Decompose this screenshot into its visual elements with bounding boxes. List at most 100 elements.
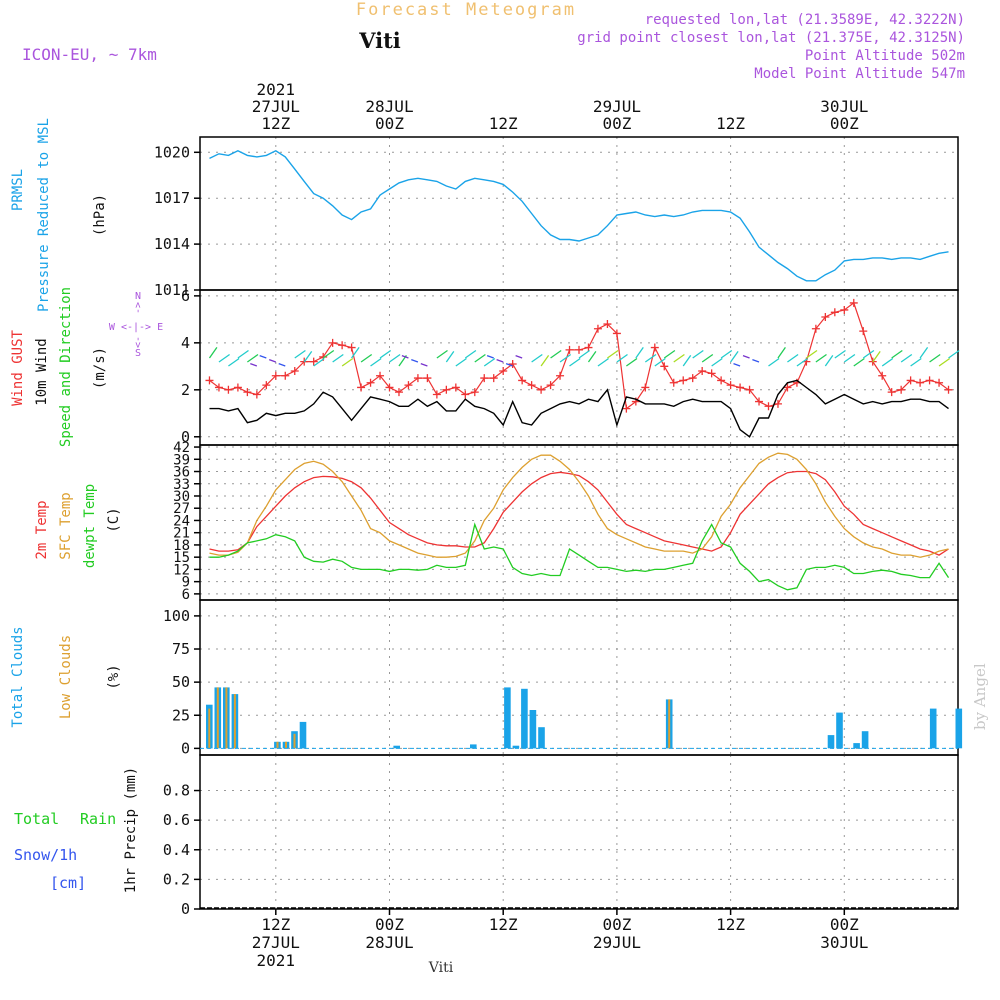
wind-dir-arrow bbox=[259, 354, 267, 359]
y-tick-label: 1014 bbox=[154, 235, 190, 253]
gust-marker bbox=[224, 385, 233, 394]
wind-dir-arrow bbox=[768, 357, 780, 367]
low-cloud-bar bbox=[668, 699, 671, 749]
total-cloud-bar bbox=[861, 731, 869, 749]
total-cloud-bar bbox=[955, 708, 963, 749]
pressure-line bbox=[209, 149, 949, 282]
gust-marker bbox=[281, 371, 290, 380]
wind-dir-arrow bbox=[228, 357, 240, 367]
wind-dir-arrow bbox=[420, 362, 428, 367]
top-date-label: 30JUL bbox=[820, 97, 868, 116]
gust-marker bbox=[480, 374, 489, 383]
gust-marker bbox=[546, 381, 555, 390]
gust-marker bbox=[205, 376, 214, 385]
gust-marker bbox=[821, 313, 830, 322]
y-tick-label: 15 bbox=[173, 550, 190, 566]
top-date-label: 29JUL bbox=[593, 97, 641, 116]
requested-coords: requested lon,lat (21.3589E, 42.3222N) bbox=[645, 12, 965, 28]
total-cloud-bar bbox=[929, 708, 937, 749]
wind-dir-arrow bbox=[379, 349, 392, 359]
wind-dir-arrow bbox=[486, 354, 494, 359]
gust-marker bbox=[357, 383, 366, 392]
model-altitude: Model Point Altitude 547m bbox=[754, 66, 965, 82]
y-tick-label: 0.6 bbox=[163, 811, 190, 829]
model-label: ICON-EU, ~ 7km bbox=[22, 45, 157, 64]
gust-marker bbox=[830, 308, 839, 317]
low-clouds-label: Low Clouds bbox=[58, 635, 74, 719]
wind-dir-arrow bbox=[578, 349, 590, 359]
y-tick-label: 12 bbox=[173, 562, 190, 578]
wind-dir-arrow bbox=[910, 357, 922, 367]
wind-dir-arrow bbox=[692, 349, 704, 359]
y-tick-label: 25 bbox=[172, 706, 190, 724]
gust-marker bbox=[859, 327, 868, 336]
y-tick-label: 0 bbox=[181, 428, 190, 446]
panel-frame bbox=[199, 599, 959, 756]
y-tick-label: 0.2 bbox=[163, 870, 190, 888]
gust-marker bbox=[935, 378, 944, 387]
total-cloud-bar bbox=[299, 721, 307, 749]
wind-dir-arrow bbox=[777, 347, 786, 359]
gust-marker bbox=[290, 367, 299, 376]
station-title: Viti bbox=[358, 28, 401, 53]
gust-marker bbox=[641, 383, 650, 392]
top-date-label: 28JUL bbox=[365, 97, 413, 116]
wind-dir-arrow bbox=[644, 353, 657, 363]
precip-total-label: Total bbox=[14, 810, 59, 828]
gust-marker bbox=[906, 376, 915, 385]
low-cloud-bar bbox=[233, 694, 236, 749]
low-cloud-bar bbox=[225, 687, 228, 749]
prmsl-label: PRMSL bbox=[10, 169, 26, 211]
wind-dir-arrow bbox=[247, 353, 259, 363]
gust-marker bbox=[878, 371, 887, 380]
wind-speed-dir-label: Speed and Direction bbox=[58, 287, 74, 447]
gust-marker bbox=[783, 383, 792, 392]
wind-dir-arrow bbox=[843, 353, 856, 363]
temp2m-label: 2m Temp bbox=[34, 500, 50, 559]
wind-dir-arrow bbox=[474, 353, 486, 363]
gust-marker bbox=[698, 367, 707, 376]
gust-marker bbox=[944, 385, 953, 394]
wind-dir-arrow bbox=[711, 357, 723, 367]
wind-dir-arrow bbox=[682, 355, 692, 367]
total-cloud-bar bbox=[529, 710, 537, 749]
y-tick-label: 27 bbox=[173, 501, 190, 517]
y-tick-label: 6 bbox=[181, 287, 190, 305]
gust-marker bbox=[887, 388, 896, 397]
wind-dir-arrow bbox=[824, 355, 834, 367]
gust-marker bbox=[271, 371, 280, 380]
wind-dir-arrow bbox=[455, 357, 467, 367]
wind-dir-arrow bbox=[411, 358, 419, 363]
bottom-hour-label: 00Z bbox=[830, 915, 859, 934]
wind-dir-arrow bbox=[569, 357, 581, 367]
wind-dir-arrow bbox=[733, 362, 741, 367]
gust-marker bbox=[537, 385, 546, 394]
low-cloud-bar bbox=[216, 687, 219, 749]
total-cloud-bar bbox=[470, 744, 477, 749]
y-tick-label: 4 bbox=[181, 334, 190, 352]
gust-marker bbox=[347, 343, 356, 352]
top-hour-label: 00Z bbox=[830, 114, 859, 133]
panel-frame bbox=[199, 754, 959, 910]
dewpt-temp-label: dewpt Temp bbox=[82, 484, 98, 568]
wind-dir-arrow bbox=[360, 353, 373, 363]
wind-dir-arrow bbox=[496, 358, 504, 363]
wind-dir-arrow bbox=[948, 349, 960, 359]
gust-marker bbox=[404, 381, 413, 390]
pressure-panel-labels: PRMSL Pressure Reduced to MSL (hPa) bbox=[10, 118, 108, 312]
product-title: Forecast Meteogram bbox=[356, 0, 576, 20]
ms-unit-label: (m/s) bbox=[92, 347, 108, 389]
y-tick-label: 30 bbox=[173, 489, 190, 505]
y-tick-label: 33 bbox=[173, 477, 190, 493]
gust-marker bbox=[736, 383, 745, 392]
wind-dir-arrow bbox=[720, 349, 733, 359]
wind-dir-arrow bbox=[322, 349, 335, 359]
wind-dir-arrow bbox=[559, 353, 572, 363]
plot-layer: 1011101410171020024669121518212427303336… bbox=[154, 80, 963, 970]
wind-dir-arrow bbox=[218, 353, 230, 363]
gust-marker bbox=[366, 378, 375, 387]
precip-unit-label: 1hr Precip (mm) bbox=[123, 767, 139, 893]
gust-marker bbox=[423, 374, 432, 383]
gust-marker bbox=[556, 371, 565, 380]
